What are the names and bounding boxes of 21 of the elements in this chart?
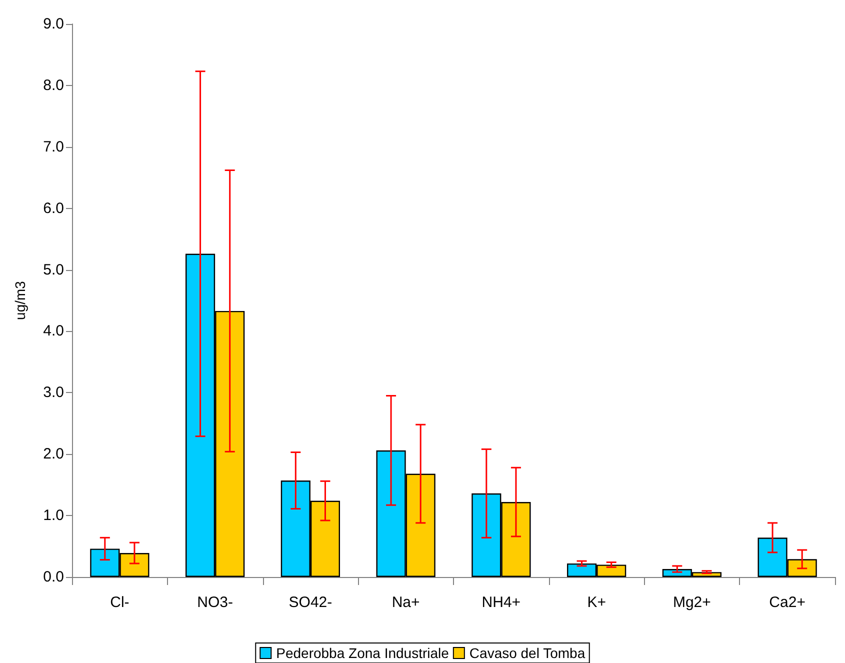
y-tick-label: 6.0 [43,200,64,217]
x-tick-label: Na+ [392,594,420,611]
x-tick-label: Ca2+ [769,594,806,611]
x-tick-label: Cl- [110,594,130,611]
legend-label: Pederobba Zona Industriale [276,645,450,661]
x-tick-label: NO3- [197,594,233,611]
x-tick-label: K+ [587,594,606,611]
y-tick-label: 4.0 [43,322,64,340]
y-tick-label: 7.0 [43,138,64,156]
y-tick-label: 9.0 [43,16,64,32]
y-tick-label: 0.0 [43,568,64,586]
legend-label: Cavaso del Tomba [469,645,586,661]
y-axis-title: ug/m3 [12,280,28,320]
y-tick-label: 1.0 [43,507,64,524]
y-tick-label: 3.0 [43,384,64,402]
y-tick-label: 8.0 [43,76,64,94]
y-tick-label: 2.0 [43,446,64,463]
y-tick-label: 5.0 [43,261,64,278]
x-tick-label: Mg2+ [672,594,712,611]
x-tick-label: NH4+ [482,594,521,611]
x-tick-label: SO42- [288,594,332,611]
